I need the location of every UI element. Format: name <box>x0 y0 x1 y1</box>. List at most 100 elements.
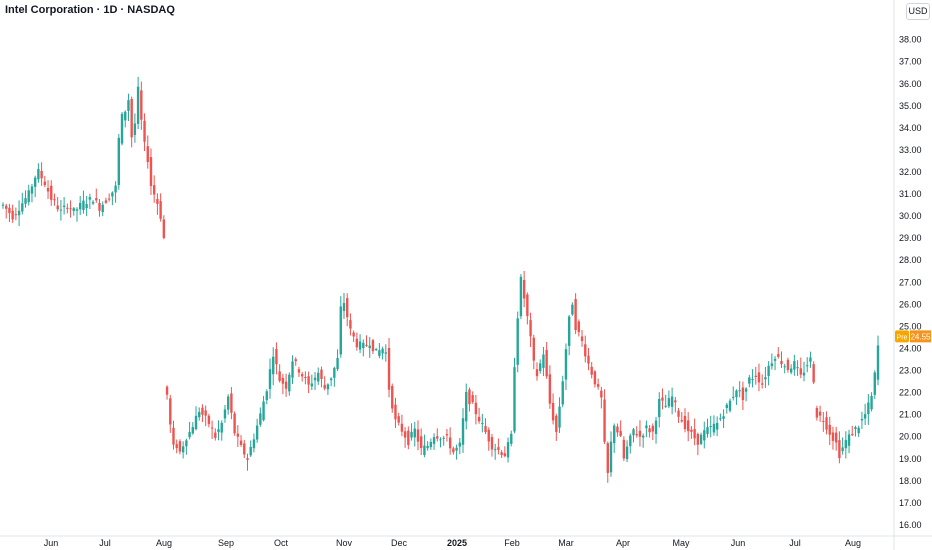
pre-market-label: Pre <box>897 334 908 341</box>
candle-body <box>230 393 233 413</box>
candle-body <box>825 417 828 430</box>
candle-body <box>567 316 571 346</box>
candle-body <box>703 430 706 441</box>
candle-body <box>140 90 143 120</box>
candle <box>387 338 391 398</box>
candle <box>249 440 252 457</box>
candle <box>863 403 867 425</box>
price-axis-label: 30.00 <box>899 211 922 221</box>
candle-body <box>423 445 426 456</box>
candle <box>510 430 513 447</box>
candle-body <box>127 100 130 111</box>
candle-body <box>1 204 5 206</box>
candle <box>851 425 854 437</box>
price-axis-label: 24.00 <box>899 343 922 353</box>
candle <box>651 423 655 441</box>
candle <box>181 441 185 459</box>
candle <box>616 423 619 437</box>
currency-selector[interactable]: USD <box>906 3 930 20</box>
candle <box>658 392 661 428</box>
candle <box>265 389 268 405</box>
candle-body <box>162 219 166 238</box>
candle <box>252 433 256 453</box>
candle-body <box>735 390 738 398</box>
candle <box>709 415 712 438</box>
candle <box>777 347 780 359</box>
candle <box>732 386 735 401</box>
candle <box>384 344 388 362</box>
candle-body <box>14 214 18 216</box>
candle-body <box>860 419 864 421</box>
candle <box>442 435 445 446</box>
candle <box>522 270 526 308</box>
candle <box>365 335 368 347</box>
candle-body <box>564 349 568 380</box>
candle-body <box>349 320 352 329</box>
candle-body <box>11 210 14 220</box>
candle <box>828 416 831 445</box>
candle-body <box>732 396 735 398</box>
candle-body <box>558 406 561 428</box>
candle-body <box>394 404 397 420</box>
candle <box>313 372 317 391</box>
candle-body <box>278 371 281 381</box>
candle <box>532 334 535 370</box>
candle-body <box>310 383 314 387</box>
candle <box>75 207 79 222</box>
candle-body <box>770 363 774 367</box>
candle <box>124 110 127 128</box>
candle <box>567 315 571 356</box>
candle <box>336 349 339 372</box>
candle-body <box>33 177 37 187</box>
candle <box>239 435 243 447</box>
candle <box>79 196 82 216</box>
candle <box>674 397 677 413</box>
candle-body <box>326 384 330 390</box>
candle <box>699 432 703 446</box>
candle-body <box>445 434 449 436</box>
candle <box>719 413 722 422</box>
candle-body <box>828 424 831 435</box>
candle-body <box>291 361 294 378</box>
time-axis-label: Aug <box>156 538 172 548</box>
candle <box>503 446 507 458</box>
price-axis-label: 28.00 <box>899 255 922 265</box>
candle-body <box>477 416 481 422</box>
candle <box>342 292 346 319</box>
candle-body <box>188 431 191 438</box>
candle <box>574 293 577 335</box>
candle <box>333 366 336 387</box>
candle <box>207 413 211 428</box>
candle-body <box>381 348 384 354</box>
candle-body <box>812 364 815 383</box>
time-axis-label: Oct <box>274 538 289 548</box>
candle <box>275 342 278 375</box>
candle <box>683 408 687 433</box>
candle-body <box>670 396 674 407</box>
candle-body <box>217 429 220 433</box>
candle-body <box>98 202 101 211</box>
candle-body <box>465 391 468 422</box>
candle-body <box>246 458 249 460</box>
candle <box>201 404 204 423</box>
candle <box>310 374 314 391</box>
candle-body <box>120 113 124 144</box>
candle <box>339 296 342 358</box>
candle <box>551 393 555 425</box>
candle <box>687 412 690 442</box>
candle-body <box>796 367 799 369</box>
candle <box>555 413 558 441</box>
candle <box>349 313 352 336</box>
candle <box>593 370 597 388</box>
candle-body <box>834 432 838 443</box>
candle-body <box>403 431 407 438</box>
candle <box>677 407 680 423</box>
candle <box>799 357 802 379</box>
candle-body <box>760 383 764 385</box>
candle-body <box>529 320 532 337</box>
candle <box>526 292 529 325</box>
candle <box>120 111 124 146</box>
price-axis-label: 31.00 <box>899 189 922 199</box>
candle-body <box>590 366 593 375</box>
